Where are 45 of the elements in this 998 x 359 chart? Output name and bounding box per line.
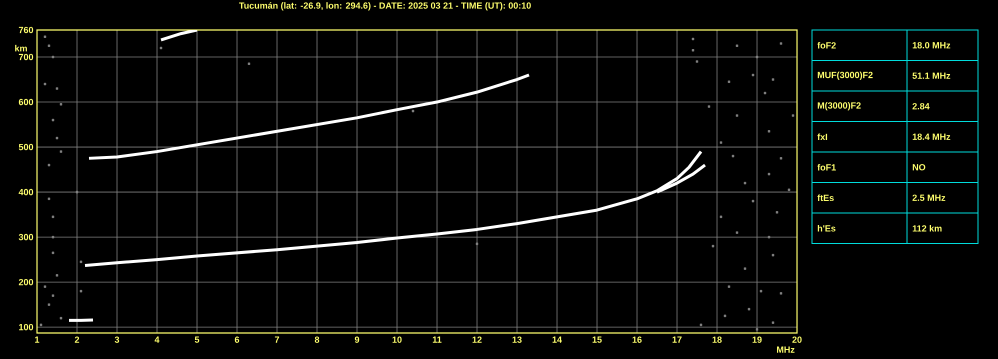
y-tick-label: 760 <box>18 26 34 34</box>
text: 18.0 MHz <box>912 42 950 48</box>
text: 2.84 <box>912 103 930 110</box>
x-tick-label: 7 <box>274 336 280 343</box>
x-tick-label: 20 <box>792 336 802 343</box>
text: M(3000)F2 <box>818 102 861 110</box>
y-axis-title: km <box>15 44 27 52</box>
y-tick-label: 200 <box>18 278 34 286</box>
x-tick-label: 9 <box>354 336 360 343</box>
x-tick-label: 2 <box>74 336 80 343</box>
x-tick-label: 14 <box>552 336 562 343</box>
x-axis-title: MHz <box>776 346 794 353</box>
x-tick-label: 1 <box>35 336 40 343</box>
x-tick-label: 16 <box>632 336 642 343</box>
x-tick-label: 19 <box>752 336 762 343</box>
text: 18.4 MHz <box>912 134 950 140</box>
y-tick-label: 700 <box>18 54 34 60</box>
y-tick-label: 500 <box>18 144 34 150</box>
text: 51.1 MHz <box>912 72 950 79</box>
text: 2.5 MHz <box>912 194 946 201</box>
x-tick-label: 11 <box>432 336 442 343</box>
text: MUF(3000)F2 <box>818 72 873 80</box>
y-tick-label: 300 <box>18 234 34 240</box>
x-tick-label: 18 <box>712 336 722 343</box>
chart-title: Tucumán (lat: -26.9, lon: 294.6) - DATE: 2025 03 21 - TIME (UT): 00:10 <box>239 2 531 10</box>
x-tick-label: 3 <box>114 336 120 343</box>
text: NO <box>912 164 926 170</box>
x-tick-label: 13 <box>512 336 522 343</box>
text: ftEs <box>817 194 834 202</box>
y-tick-label: 400 <box>18 188 34 196</box>
x-tick-label: 10 <box>392 336 402 343</box>
text: 112 km <box>912 225 942 232</box>
y-tick-label: 100 <box>19 324 34 330</box>
text: foF2 <box>817 42 836 49</box>
x-tick-label: 5 <box>194 336 200 343</box>
x-tick-label: 12 <box>472 336 482 343</box>
x-tick-label: 8 <box>314 336 320 343</box>
x-tick-label: 4 <box>154 336 160 343</box>
text: foF1 <box>817 164 836 171</box>
y-tick-label: 600 <box>18 98 34 106</box>
x-tick-label: 6 <box>234 336 240 343</box>
x-tick-label: 15 <box>592 336 602 343</box>
x-tick-label: 17 <box>672 336 682 343</box>
text: fxI <box>817 134 828 140</box>
text: h'Es <box>818 224 836 232</box>
